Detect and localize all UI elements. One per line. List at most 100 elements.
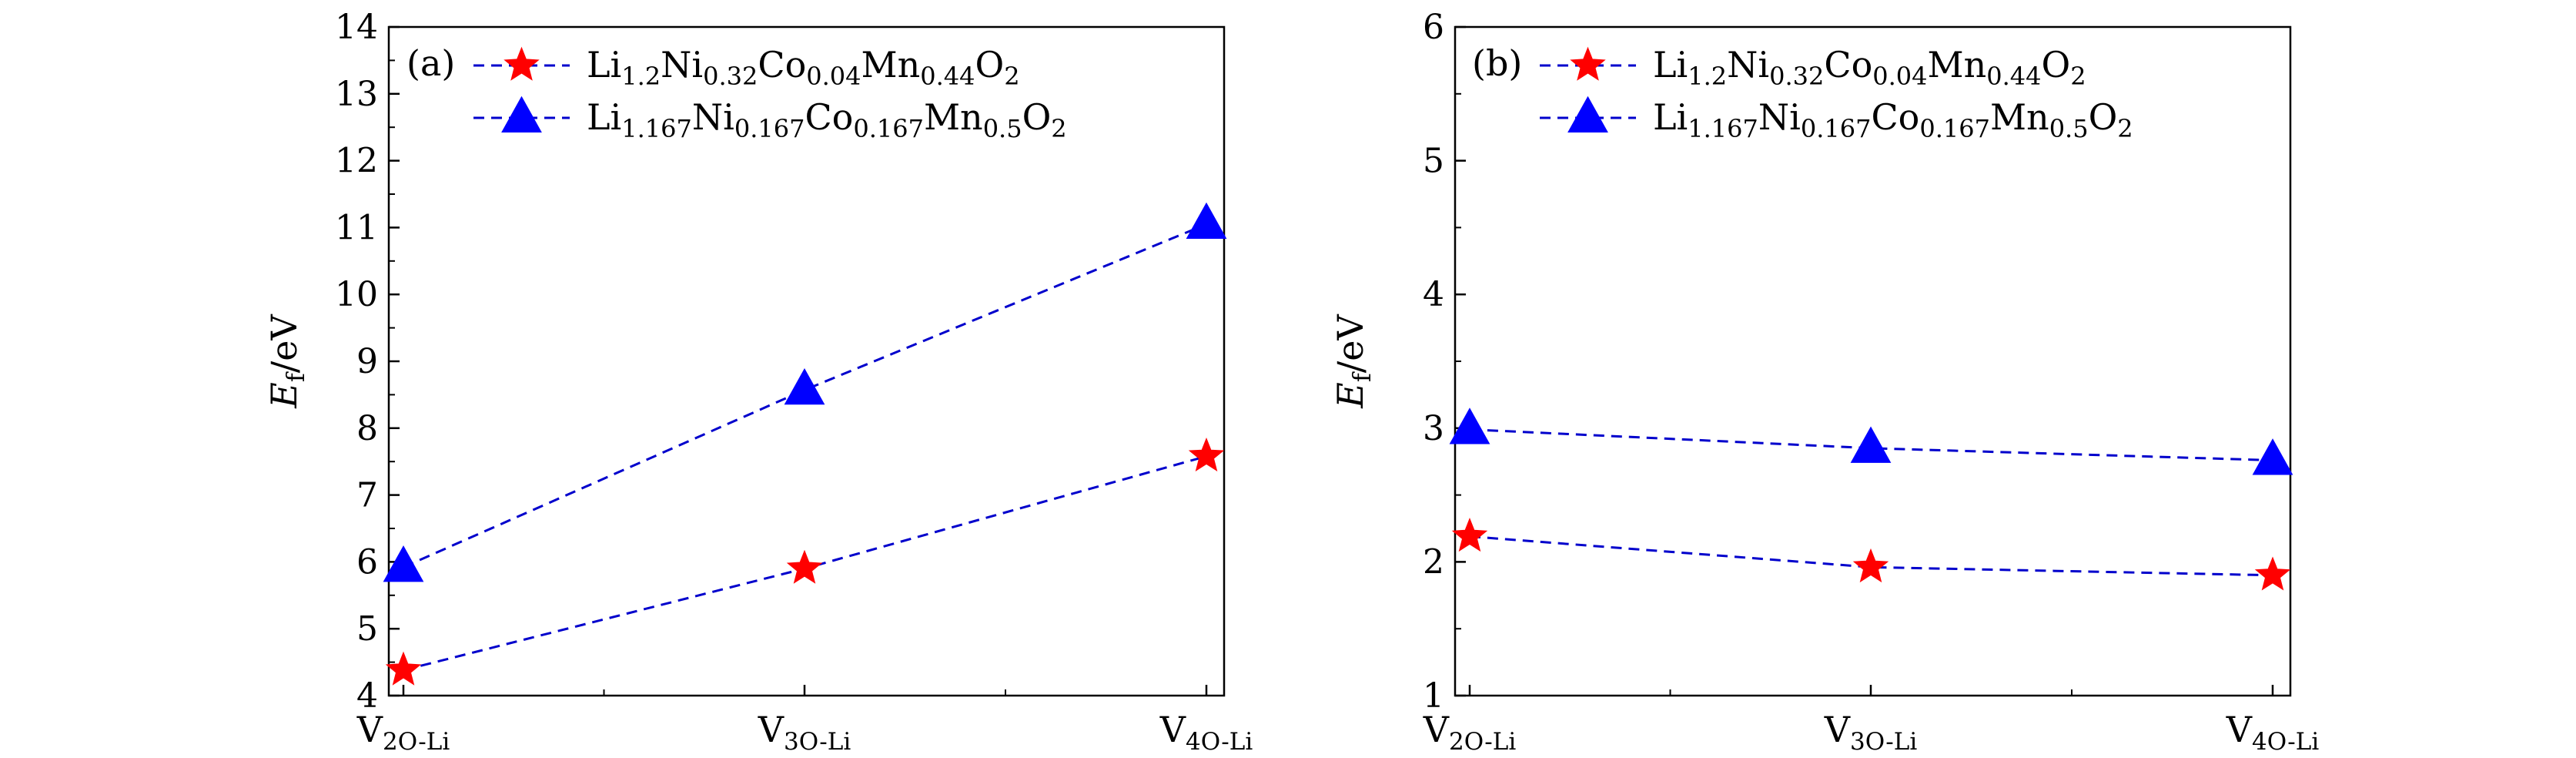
legend-element: Li [1653, 44, 1688, 86]
legend-marker [503, 46, 540, 81]
data-point-triangle [1449, 408, 1490, 444]
legend-element: Mn [1928, 44, 1987, 86]
data-point-star [1188, 437, 1225, 472]
x-tick-label: V3O-Li [758, 709, 851, 756]
data-point-star [2254, 556, 2291, 591]
series-line-1 [1469, 428, 2273, 461]
x-tick-label-sub: 2O-Li [1449, 728, 1516, 756]
y-tick-label: 7 [356, 476, 378, 515]
y-tick-label: 4 [1423, 275, 1444, 314]
x-tick-label-sub: 3O-Li [784, 728, 851, 756]
legend-element: Co [1871, 96, 1919, 138]
y-tick-label: 11 [335, 208, 378, 247]
legend-element: Mn [1990, 96, 2049, 138]
panel-label: (b) [1472, 42, 1522, 84]
legend-element: Li [587, 44, 621, 86]
legend-element: O [2089, 96, 2118, 138]
legend-subscript: 2 [2117, 114, 2133, 143]
legend-subscript: 0.44 [1986, 62, 2041, 91]
legend-element: Co [758, 44, 806, 86]
legend-element: Ni [1758, 96, 1801, 138]
legend-entry: Li1.167Ni0.167Co0.167Mn0.5O2 [587, 96, 1067, 143]
legend-element: Ni [661, 44, 703, 86]
legend-element: Mn [861, 44, 921, 86]
x-tick-label-sub: 4O-Li [1186, 728, 1253, 756]
legend-marker [1567, 96, 1608, 132]
series-line-0 [1469, 535, 2273, 577]
legend-entry: Li1.2Ni0.32Co0.04Mn0.44O2 [587, 44, 1020, 91]
legend-element: Ni [1727, 44, 1769, 86]
x-tick-label: V3O-Li [1824, 709, 1918, 756]
legend-entry: Li1.2Ni0.32Co0.04Mn0.44O2 [1653, 44, 2086, 91]
data-point-triangle [784, 368, 825, 405]
legend-subscript: 1.167 [1688, 114, 1758, 143]
x-tick-label-main: V [1824, 709, 1851, 750]
y-axis-title-main: E [263, 382, 305, 409]
legend-subscript: 1.2 [621, 62, 661, 91]
legend-subscript: 1.2 [1688, 62, 1727, 91]
data-point-star [385, 651, 422, 686]
y-tick-label: 1 [1423, 676, 1444, 716]
y-axis-title-sub: f [281, 371, 310, 382]
legend-element: Ni [692, 96, 734, 138]
y-axis-title-sub: f [1347, 371, 1377, 382]
legend-subscript: 2 [1051, 114, 1066, 143]
data-point-triangle [383, 545, 424, 582]
y-tick-label: 3 [1423, 409, 1444, 448]
legend-element: Li [1653, 96, 1688, 138]
legend-subscript: 0.32 [703, 62, 758, 91]
x-tick-label: V4O-Li [2226, 709, 2320, 756]
legend-subscript: 0.167 [734, 114, 805, 143]
legend-marker [501, 96, 542, 132]
panel-label: (a) [406, 42, 455, 84]
data-point-star [1451, 518, 1488, 552]
data-point-triangle [1850, 426, 1892, 463]
x-tick-label-sub: 2O-Li [383, 728, 450, 756]
y-axis-title-unit: /eV [263, 314, 305, 374]
legend-element: O [975, 44, 1005, 86]
legend-subscript: 2 [2070, 62, 2086, 91]
x-tick-label: V4O-Li [1159, 709, 1253, 756]
x-tick-label-main: V [1423, 709, 1450, 750]
data-point-triangle [2252, 438, 2293, 475]
legend-element: Co [805, 96, 853, 138]
x-tick-label-main: V [758, 709, 785, 750]
y-axis-title-unit: /eV [1330, 314, 1371, 374]
legend-marker [1570, 46, 1606, 81]
y-tick-label: 6 [356, 542, 378, 582]
y-axis-title: Ef/eV [1330, 314, 1377, 409]
legend-subscript: 0.32 [1769, 62, 1824, 91]
data-point-triangle [1186, 202, 1227, 240]
legend-element: O [1022, 96, 1052, 138]
legend-element: Co [1824, 44, 1872, 86]
y-tick-label: 10 [335, 275, 378, 314]
y-tick-label: 5 [1423, 142, 1444, 181]
legend-subscript: 0.44 [920, 62, 975, 91]
legend-subscript: 2 [1004, 62, 1019, 91]
x-tick-label-main: V [2226, 709, 2253, 750]
legend-element: O [2042, 44, 2071, 86]
y-tick-label: 9 [356, 342, 378, 381]
legend-subscript: 0.5 [983, 114, 1022, 143]
y-tick-label: 13 [335, 75, 378, 114]
y-tick-label: 14 [335, 8, 378, 47]
x-tick-label-main: V [356, 709, 383, 750]
data-point-star [786, 549, 823, 584]
legend-subscript: 1.167 [621, 114, 692, 143]
legend-subscript: 0.167 [853, 114, 924, 143]
y-tick-label: 8 [356, 409, 378, 448]
y-axis-title: Ef/eV [263, 314, 310, 409]
data-point-star [1852, 548, 1889, 583]
y-tick-label: 6 [1423, 8, 1444, 47]
legend-entry: Li1.167Ni0.167Co0.167Mn0.5O2 [1653, 96, 2133, 143]
series-line-1 [403, 223, 1207, 568]
x-tick-label: V2O-Li [1423, 709, 1517, 756]
y-tick-label: 4 [356, 676, 378, 716]
x-tick-label: V2O-Li [356, 709, 450, 756]
legend-element: Mn [924, 96, 983, 138]
legend-subscript: 0.04 [806, 62, 861, 91]
legend-element: Li [587, 96, 621, 138]
